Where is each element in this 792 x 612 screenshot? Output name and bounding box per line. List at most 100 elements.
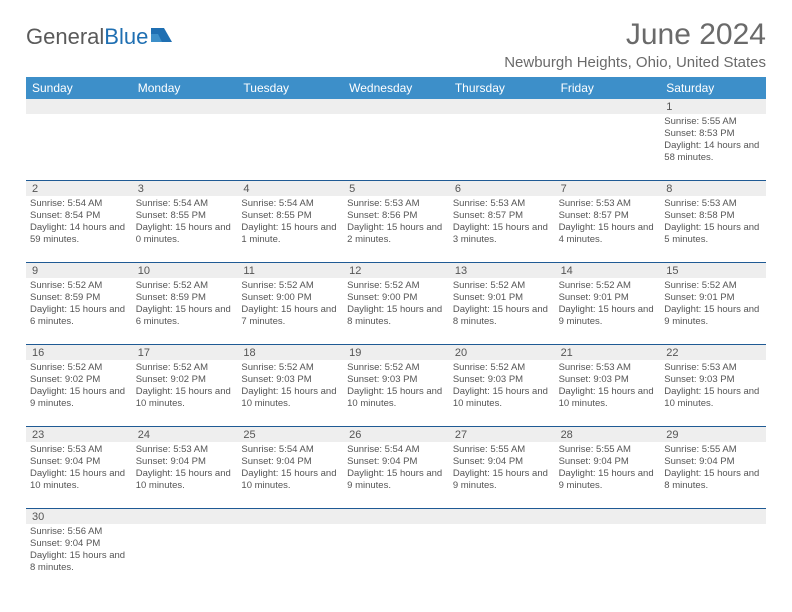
- sunrise-line: Sunrise: 5:54 AM: [241, 198, 339, 210]
- calendar-cell: [343, 114, 449, 180]
- daylight-line: Daylight: 15 hours and 5 minutes.: [664, 222, 762, 246]
- week-row: Sunrise: 5:52 AM Sunset: 8:59 PM Daylight:…: [26, 278, 766, 344]
- sunrise-line: Sunrise: 5:52 AM: [136, 362, 234, 374]
- calendar-cell: Sunrise: 5:52 AMSunset: 8:59 PMDaylight:…: [26, 278, 132, 344]
- daylight-line: Daylight: 15 hours and 3 minutes.: [453, 222, 551, 246]
- sunset-line: Sunset: 8:55 PM: [241, 210, 339, 222]
- daylight-line: Daylight: 15 hours and 10 minutes.: [136, 386, 234, 410]
- day-number: [26, 99, 132, 114]
- day-number: 3: [132, 181, 238, 196]
- day-number: 25: [237, 427, 343, 442]
- daylight-line: Daylight: 15 hours and 9 minutes.: [30, 386, 128, 410]
- logo-flag-icon: [150, 24, 176, 50]
- sunrise-line: Sunrise: 5:56 AM: [30, 526, 128, 538]
- day-number: 22: [660, 345, 766, 360]
- day-number: [237, 99, 343, 114]
- calendar-cell: Sunrise: 5:52 AMSunset: 9:02 PMDaylight:…: [26, 360, 132, 426]
- day-number: [555, 99, 661, 114]
- header: GeneralBlue June 2024 Newburgh Heights, …: [26, 18, 766, 71]
- sunset-line: Sunset: 8:58 PM: [664, 210, 762, 222]
- day-number: 27: [449, 427, 555, 442]
- sunset-line: Sunset: 9:01 PM: [559, 292, 657, 304]
- sunset-line: Sunset: 9:03 PM: [559, 374, 657, 386]
- sunrise-line: Sunrise: 5:53 AM: [347, 198, 445, 210]
- day-number: 30: [26, 509, 132, 524]
- daynum-row: 9101112131415: [26, 263, 766, 278]
- daylight-line: Daylight: 15 hours and 8 minutes.: [453, 304, 551, 328]
- sunset-line: Sunset: 9:04 PM: [136, 456, 234, 468]
- daylight-line: Daylight: 15 hours and 9 minutes.: [347, 468, 445, 492]
- calendar-cell: [660, 524, 766, 590]
- daylight-line: Daylight: 15 hours and 10 minutes.: [136, 468, 234, 492]
- sunrise-line: Sunrise: 5:52 AM: [664, 280, 762, 292]
- daynum-row: 30: [26, 509, 766, 524]
- calendar-cell: Sunrise: 5:52 AMSunset: 9:03 PMDaylight:…: [449, 360, 555, 426]
- daylight-line: Daylight: 15 hours and 1 minute.: [241, 222, 339, 246]
- day-number: [237, 509, 343, 524]
- day-header-cell: Wednesday: [343, 77, 449, 99]
- day-number: 1: [660, 99, 766, 114]
- weeks-container: 1 Sunrise: 5:55 AMSunset: 8:53 PMDayligh…: [26, 99, 766, 590]
- sunrise-line: Sunrise: 5:52 AM: [347, 362, 445, 374]
- day-number: [343, 509, 449, 524]
- calendar-cell: Sunrise: 5:53 AMSunset: 8:57 PMDaylight:…: [555, 196, 661, 262]
- calendar-cell: Sunrise: 5:55 AMSunset: 9:04 PMDaylight:…: [449, 442, 555, 508]
- sunset-line: Sunset: 8:53 PM: [664, 128, 762, 140]
- week-block: 2345678Sunrise: 5:54 AMSunset: 8:54 PMDa…: [26, 181, 766, 263]
- day-number: 20: [449, 345, 555, 360]
- sunrise-line: Sunrise: 5:52 AM: [347, 280, 445, 292]
- sunset-line: Sunset: 9:04 PM: [453, 456, 551, 468]
- week-block: 23242526272829Sunrise: 5:53 AMSunset: 9:…: [26, 427, 766, 509]
- sunrise-line: Sunrise: 5:53 AM: [136, 444, 234, 456]
- daylight-line: Daylight: 15 hours and 10 minutes.: [241, 468, 339, 492]
- sunset-line: Sunset: 9:04 PM: [559, 456, 657, 468]
- daylight-line: Daylight: 15 hours and 2 minutes.: [347, 222, 445, 246]
- sunrise-line: Sunrise: 5:52 AM: [241, 280, 339, 292]
- calendar-cell: Sunrise: 5:52 AMSunset: 9:03 PMDaylight:…: [343, 360, 449, 426]
- daylight-line: Daylight: 15 hours and 10 minutes.: [30, 468, 128, 492]
- week-block: 9101112131415 Sunrise: 5:52 AM Sunset: 8:5…: [26, 263, 766, 345]
- day-header-cell: Friday: [555, 77, 661, 99]
- calendar-cell: Sunrise: 5:54 AMSunset: 8:55 PMDaylight:…: [237, 196, 343, 262]
- daynum-row: 1: [26, 99, 766, 114]
- week-block: 30Sunrise: 5:56 AMSunset: 9:04 PMDayligh…: [26, 509, 766, 590]
- day-number: 15: [660, 263, 766, 278]
- calendar-cell: [237, 524, 343, 590]
- sunrise-line: Sunrise: 5:52 AM: [241, 362, 339, 374]
- day-number: 12: [343, 263, 449, 278]
- sunrise-line: Sunrise: 5:54 AM: [241, 444, 339, 456]
- day-number: 10: [132, 263, 238, 278]
- location: Newburgh Heights, Ohio, United States: [504, 54, 766, 71]
- day-header-cell: Thursday: [449, 77, 555, 99]
- sunset-line: Sunset: 9:03 PM: [347, 374, 445, 386]
- week-block: 1 Sunrise: 5:55 AMSunset: 8:53 PMDayligh…: [26, 99, 766, 181]
- week-row: Sunrise: 5:55 AMSunset: 8:53 PMDaylight:…: [26, 114, 766, 180]
- day-header-cell: Monday: [132, 77, 238, 99]
- day-number: 28: [555, 427, 661, 442]
- sunset-line: Sunset: 9:03 PM: [453, 374, 551, 386]
- calendar-cell: [555, 114, 661, 180]
- sunset-line: Sunset: 9:00 PM: [347, 292, 445, 304]
- calendar-cell: Sunrise: 5:53 AMSunset: 9:04 PMDaylight:…: [132, 442, 238, 508]
- daylight-line: Daylight: 15 hours and 10 minutes.: [664, 386, 762, 410]
- calendar-cell: Sunrise: 5:54 AMSunset: 8:54 PMDaylight:…: [26, 196, 132, 262]
- day-number: [132, 99, 238, 114]
- sunrise-line: Sunrise: 5:55 AM: [453, 444, 551, 456]
- day-number: [555, 509, 661, 524]
- day-number: 13: [449, 263, 555, 278]
- calendar-cell: Sunrise: 5:52 AMSunset: 9:01 PMDaylight:…: [449, 278, 555, 344]
- calendar-cell: Sunrise: 5:56 AMSunset: 9:04 PMDaylight:…: [26, 524, 132, 590]
- calendar-cell: Sunrise: 5:53 AMSunset: 8:56 PMDaylight:…: [343, 196, 449, 262]
- daylight-line: Daylight: 15 hours and 9 minutes.: [664, 304, 762, 328]
- daylight-line: Daylight: 14 hours and 58 minutes.: [664, 140, 762, 164]
- day-number: 8: [660, 181, 766, 196]
- sunset-line: Sunset: 8:57 PM: [559, 210, 657, 222]
- sunrise-line: Sunrise: 5:52 AM: [559, 280, 657, 292]
- day-number: [449, 509, 555, 524]
- day-number: [660, 509, 766, 524]
- sunset-line: Sunset: 9:02 PM: [30, 374, 128, 386]
- sunset-line: Sunset: 8:59 PM: [30, 292, 128, 304]
- daylight-line: Daylight: 15 hours and 8 minutes.: [347, 304, 445, 328]
- calendar-cell: [237, 114, 343, 180]
- sunset-line: Sunset: 9:04 PM: [347, 456, 445, 468]
